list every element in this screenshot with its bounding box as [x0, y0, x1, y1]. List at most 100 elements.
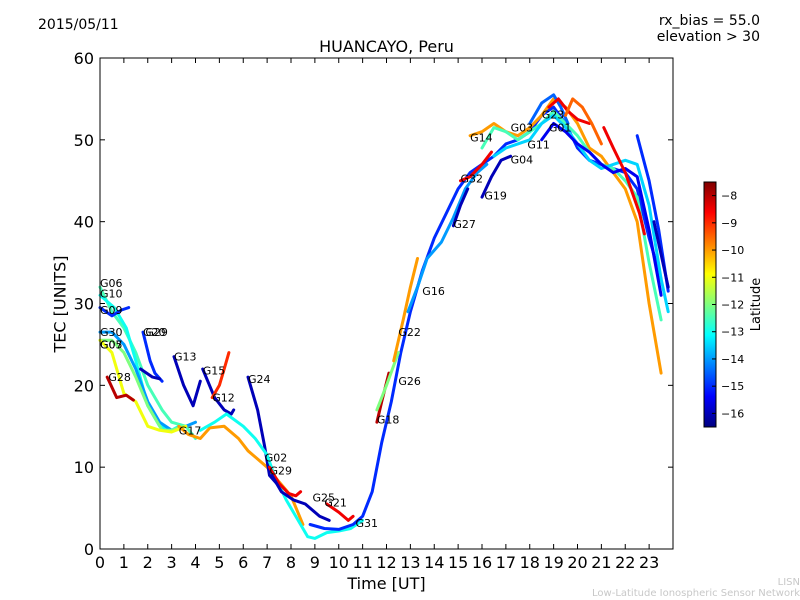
series-line	[201, 367, 236, 416]
x-tick-label: 19	[543, 553, 563, 572]
x-tick-label: 21	[591, 553, 611, 572]
satellite-label: G32	[461, 172, 484, 185]
y-tick-label: 10	[74, 458, 94, 477]
satellite-label: G30	[100, 326, 123, 339]
colorbar-tick-label: −15	[721, 380, 744, 393]
x-tick-label: 6	[238, 553, 248, 572]
series-line	[468, 97, 663, 375]
x-tick-label: 7	[262, 553, 272, 572]
x-tick-label: 10	[329, 553, 349, 572]
x-tick-label: 2	[143, 553, 153, 572]
axes: 0 1 2 3 4 5 6 7 8 9 10 11 12 13 14 15 16 17 18 19 20 21 22 2301…	[74, 49, 673, 572]
elevation-label: elevation > 30	[656, 29, 760, 45]
series-line	[270, 473, 331, 522]
x-tick-label: 9	[310, 553, 320, 572]
series-layer	[98, 93, 670, 540]
series-line	[198, 412, 365, 540]
x-tick-label: 0	[95, 553, 105, 572]
satellite-label: G15	[203, 365, 226, 378]
satellite-label: G13	[174, 351, 197, 364]
series-line	[172, 355, 202, 408]
rx-bias-label: rx_bias = 55.0	[658, 13, 760, 29]
colorbar-tick-label: −9	[721, 217, 737, 230]
satellite-label: G16	[422, 285, 445, 298]
colorbar-tick-label: −10	[721, 244, 744, 257]
satellite-label: G04	[511, 154, 534, 167]
x-tick-label: 13	[400, 553, 420, 572]
satellite-label: G10	[100, 288, 123, 301]
x-tick-label: 14	[424, 553, 444, 572]
satellite-label: G01	[549, 122, 572, 135]
series-line	[139, 367, 162, 381]
satellite-label: G02	[265, 451, 288, 464]
satellite-label: G06	[100, 277, 123, 290]
satellite-label: G17	[179, 424, 202, 437]
colorbar: −8 −9 −10 −11 −12 −13 −14 −15 −16 Latitude	[703, 181, 764, 428]
series-line	[210, 351, 231, 400]
x-tick-label: 5	[214, 553, 224, 572]
satellite-label: G07	[100, 338, 123, 351]
satellite-label: G19	[484, 190, 507, 203]
series-line	[602, 126, 646, 236]
satellite-label: G24	[248, 373, 271, 386]
x-tick-label: 12	[376, 553, 396, 572]
x-tick-label: 22	[615, 553, 635, 572]
series-line	[325, 502, 355, 522]
colorbar-tick-label: −8	[721, 190, 737, 203]
series-line	[98, 285, 197, 440]
satellite-label: G29	[145, 326, 168, 339]
y-tick-label: 50	[74, 131, 94, 150]
satellite-label: G14	[470, 131, 493, 144]
satellite-label: G28	[108, 371, 131, 384]
satellite-label: G11	[527, 139, 550, 152]
org-long-label: Low-Latitude Ionospheric Sensor Network	[592, 588, 800, 599]
y-tick-label: 40	[74, 213, 94, 232]
colorbar-tick-label: −12	[721, 299, 744, 312]
x-tick-label: 11	[352, 553, 372, 572]
series-line	[480, 154, 513, 199]
satellite-label: G22	[398, 326, 421, 339]
satellite-label: G05	[100, 338, 123, 351]
x-tick-label: 16	[472, 553, 492, 572]
series-line	[652, 220, 670, 289]
satellite-label: G09	[100, 304, 123, 317]
series-line	[451, 187, 470, 228]
x-tick-label: 8	[286, 553, 296, 572]
y-tick-label: 20	[74, 376, 94, 395]
series-line	[105, 375, 135, 402]
satellite-label: G27	[453, 218, 476, 231]
colorbar-tick-label: −14	[721, 353, 744, 366]
series-line	[564, 97, 603, 146]
x-tick-label: 17	[496, 553, 516, 572]
series-line	[406, 162, 489, 314]
plot-frame	[99, 57, 674, 550]
series-line	[540, 122, 663, 297]
satellite-label: G29	[270, 464, 293, 477]
x-tick-label: 4	[190, 553, 200, 572]
org-short-label: LISN	[777, 577, 800, 588]
series-line	[98, 338, 188, 434]
x-tick-label: 15	[448, 553, 468, 572]
series-line	[375, 351, 400, 412]
x-tick-label: 1	[119, 553, 129, 572]
date-label: 2015/05/11	[38, 17, 119, 33]
satellite-label: G23	[542, 109, 565, 122]
y-tick-label: 30	[74, 295, 94, 314]
y-tick-label: 0	[84, 540, 94, 559]
series-line	[392, 257, 419, 363]
satellite-label: G31	[356, 517, 379, 530]
colorbar-tick-label: −13	[721, 326, 744, 339]
colorbar-tick-label: −16	[721, 407, 744, 420]
satellite-label: G25	[313, 491, 336, 504]
colorbar-tick-label: −11	[721, 271, 744, 284]
x-axis-label: Time [UT]	[347, 574, 426, 593]
x-tick-label: 20	[567, 553, 587, 572]
satellite-label: G03	[511, 122, 534, 135]
series-line	[492, 113, 670, 314]
series-line	[459, 150, 493, 183]
chart-title: HUANCAYO, Peru	[319, 37, 454, 56]
satellite-label: G12	[212, 392, 235, 405]
satellite-labels: G06G10G09G30G07G05G28G20G29G13G15G12G17G…	[100, 109, 571, 530]
